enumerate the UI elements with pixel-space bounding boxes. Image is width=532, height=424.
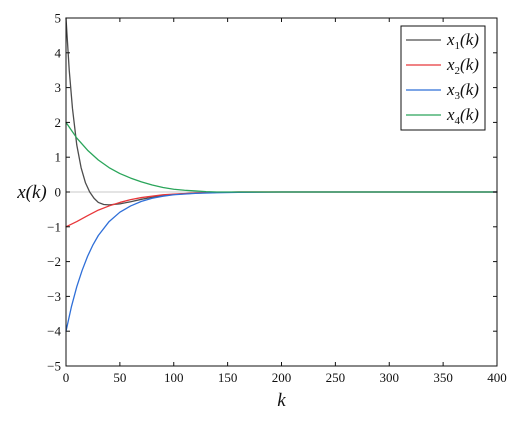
y-tick-label: 0 bbox=[55, 185, 62, 200]
legend-entry-4: x4(k) bbox=[446, 105, 479, 127]
y-tick-label: −4 bbox=[47, 324, 61, 339]
legend: x1(k) x2(k) x3(k) x4(k) bbox=[400, 25, 486, 131]
legend-entry-1: x1(k) bbox=[446, 30, 479, 52]
y-tick-label: 3 bbox=[55, 80, 62, 95]
tick-layer: 0 50 100 150 200 250 300 350 400 −5 −4 −3 −2 −1 0 1 2 3 4 5 bbox=[47, 11, 507, 386]
legend-box bbox=[400, 25, 486, 131]
x-tick-label: 350 bbox=[433, 370, 453, 385]
series-line-2 bbox=[65, 191, 498, 228]
x-tick-label: 50 bbox=[113, 370, 126, 385]
y-tick-label: −1 bbox=[47, 219, 61, 234]
x-tick-label: 0 bbox=[63, 370, 70, 385]
y-tick-label: 5 bbox=[55, 11, 62, 26]
x-axis-label: k bbox=[277, 390, 286, 411]
y-tick-label: 1 bbox=[55, 150, 62, 165]
y-tick-label: −5 bbox=[47, 359, 61, 374]
y-axis-label: x(k) bbox=[16, 182, 47, 203]
x-tick-label: 150 bbox=[218, 370, 238, 385]
x-tick-label: 250 bbox=[326, 370, 346, 385]
y-tick-label: −2 bbox=[47, 254, 61, 269]
y-tick-label: −3 bbox=[47, 289, 61, 304]
legend-entry-2: x2(k) bbox=[446, 55, 479, 77]
x-tick-label: 300 bbox=[380, 370, 400, 385]
y-tick-label: 4 bbox=[55, 45, 62, 60]
y-tick-label: 2 bbox=[55, 115, 62, 130]
legend-entry-3: x3(k) bbox=[446, 80, 479, 102]
series-line-3 bbox=[65, 191, 498, 332]
x-tick-label: 400 bbox=[487, 370, 507, 385]
series-layer bbox=[65, 17, 498, 332]
x-tick-label: 200 bbox=[272, 370, 292, 385]
series-line-4 bbox=[65, 121, 498, 193]
x-tick-label: 100 bbox=[164, 370, 184, 385]
